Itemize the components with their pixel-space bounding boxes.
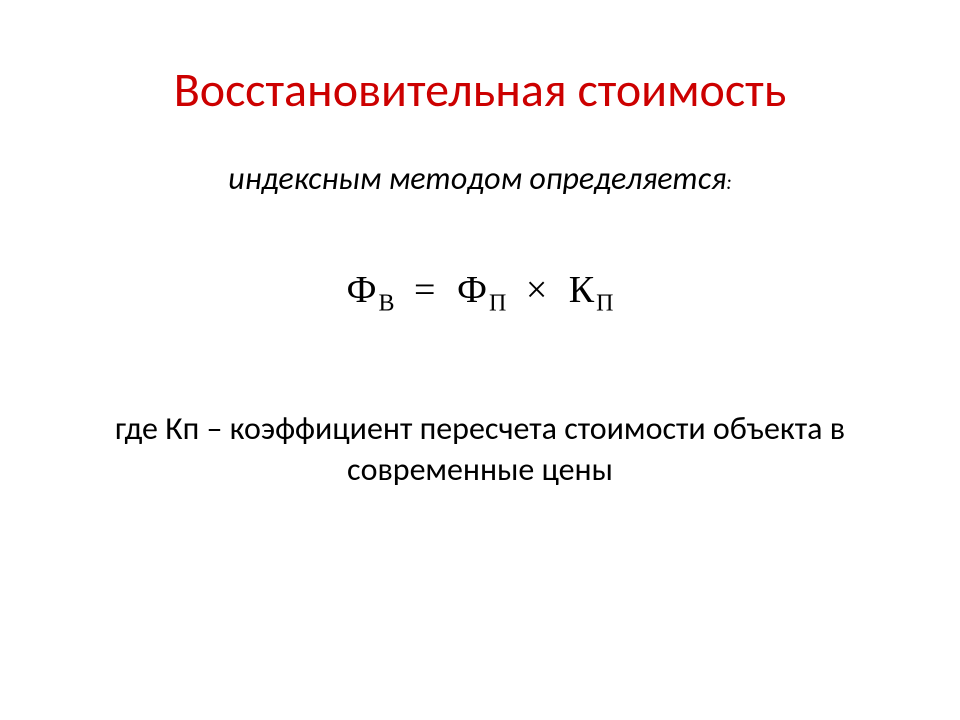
formula-equals: = xyxy=(414,269,437,311)
formula-times: × xyxy=(526,269,549,311)
formula-sub2: П xyxy=(489,291,506,317)
slide-container: Восстановительная стоимость индексным ме… xyxy=(0,0,960,720)
formula-phi1: Ф xyxy=(347,269,379,311)
formula-sub1: В xyxy=(379,291,395,317)
slide-description: где Кп – коэффициент пересчета стоимости… xyxy=(60,408,900,491)
formula-k: К xyxy=(569,269,596,311)
subtitle-colon: : xyxy=(726,171,731,195)
formula-block: ФВ = ФП × КП xyxy=(60,268,900,318)
formula-phi2: Ф xyxy=(457,269,489,311)
slide-title: Восстановительная стоимость xyxy=(60,60,900,119)
formula-sub3: П xyxy=(596,291,613,317)
slide-subtitle: индексным методом определяется: xyxy=(60,159,900,198)
subtitle-text: индексным методом определяется xyxy=(228,159,726,198)
